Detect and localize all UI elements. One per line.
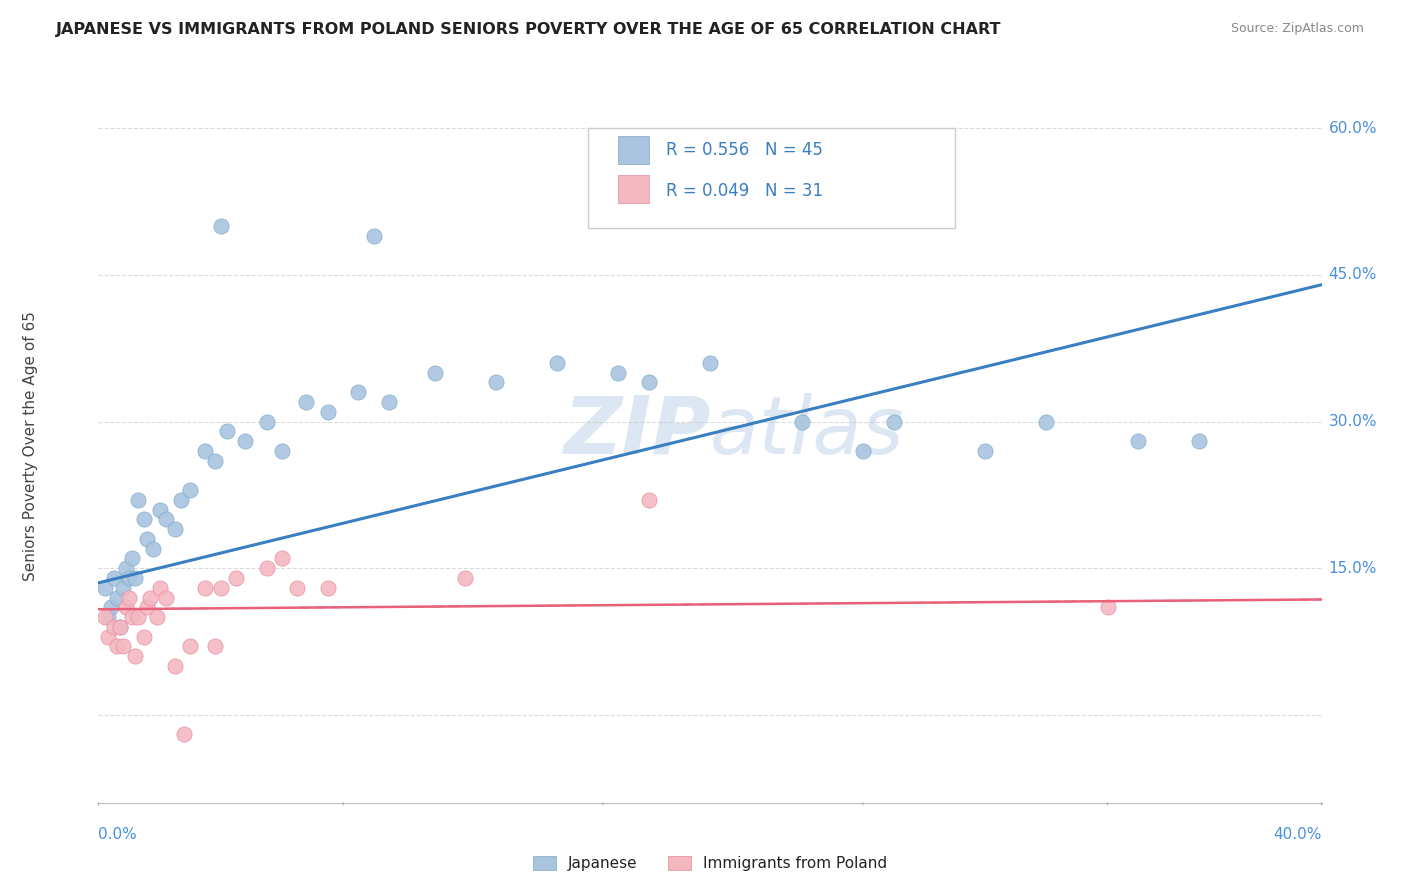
Text: R = 0.556   N = 45: R = 0.556 N = 45 — [666, 141, 823, 159]
Point — [209, 219, 232, 233]
Point — [118, 571, 141, 585]
Point — [103, 620, 125, 634]
Point — [225, 571, 247, 585]
Point — [163, 522, 186, 536]
Point — [108, 620, 131, 634]
Point — [124, 649, 146, 664]
Point — [145, 610, 167, 624]
Point — [115, 600, 138, 615]
Point — [637, 376, 661, 390]
Point — [194, 581, 217, 595]
Point — [270, 443, 292, 458]
Point — [124, 571, 146, 585]
Point — [485, 376, 508, 390]
Point — [215, 425, 238, 439]
Point — [121, 610, 143, 624]
Point — [134, 630, 156, 644]
Point — [149, 581, 172, 595]
Point — [295, 395, 318, 409]
Point — [139, 591, 162, 605]
Point — [790, 415, 813, 429]
Point — [97, 610, 120, 624]
Point — [118, 591, 141, 605]
Point — [93, 581, 115, 595]
Point — [363, 228, 385, 243]
Point — [347, 385, 370, 400]
Point — [179, 483, 201, 497]
Legend: Japanese, Immigrants from Poland: Japanese, Immigrants from Poland — [527, 850, 893, 877]
Point — [637, 492, 661, 507]
Point — [546, 356, 568, 370]
Point — [256, 561, 278, 575]
Point — [1097, 600, 1119, 615]
Point — [170, 492, 193, 507]
Point — [136, 532, 159, 546]
Text: 15.0%: 15.0% — [1329, 561, 1376, 575]
Point — [204, 453, 226, 467]
Point — [115, 561, 138, 575]
Point — [97, 630, 120, 644]
Point — [179, 640, 201, 654]
Point — [454, 571, 477, 585]
Text: JAPANESE VS IMMIGRANTS FROM POLAND SENIORS POVERTY OVER THE AGE OF 65 CORRELATIO: JAPANESE VS IMMIGRANTS FROM POLAND SENIO… — [56, 22, 1001, 37]
Point — [134, 512, 156, 526]
Point — [209, 581, 232, 595]
Point — [883, 415, 905, 429]
Point — [108, 620, 131, 634]
Text: atlas: atlas — [710, 392, 905, 471]
Point — [163, 659, 186, 673]
Text: 40.0%: 40.0% — [1274, 827, 1322, 841]
Point — [100, 600, 122, 615]
Point — [149, 502, 172, 516]
Point — [173, 727, 195, 741]
Point — [204, 640, 226, 654]
Point — [111, 581, 134, 595]
Point — [378, 395, 401, 409]
Point — [136, 600, 159, 615]
Text: 60.0%: 60.0% — [1329, 120, 1376, 136]
Point — [316, 405, 339, 419]
Point — [194, 443, 217, 458]
Point — [270, 551, 292, 566]
Text: 0.0%: 0.0% — [98, 827, 138, 841]
Point — [607, 366, 630, 380]
Point — [142, 541, 165, 556]
Point — [1035, 415, 1057, 429]
FancyBboxPatch shape — [619, 136, 648, 164]
Point — [111, 640, 134, 654]
Point — [103, 571, 125, 585]
Point — [155, 512, 177, 526]
Point — [974, 443, 997, 458]
Point — [121, 551, 143, 566]
Text: 45.0%: 45.0% — [1329, 268, 1376, 283]
Text: Seniors Poverty Over the Age of 65: Seniors Poverty Over the Age of 65 — [24, 311, 38, 581]
Point — [1128, 434, 1150, 449]
Point — [852, 443, 875, 458]
Text: R = 0.049   N = 31: R = 0.049 N = 31 — [666, 182, 823, 200]
Point — [93, 610, 115, 624]
Point — [699, 356, 721, 370]
FancyBboxPatch shape — [619, 175, 648, 203]
Point — [105, 591, 128, 605]
Point — [256, 415, 278, 429]
Point — [105, 640, 128, 654]
Point — [1188, 434, 1211, 449]
Point — [233, 434, 256, 449]
Point — [127, 610, 149, 624]
Point — [127, 492, 149, 507]
Text: ZIP: ZIP — [562, 392, 710, 471]
Point — [316, 581, 339, 595]
Point — [423, 366, 446, 380]
FancyBboxPatch shape — [588, 128, 955, 228]
Point — [285, 581, 308, 595]
Text: 30.0%: 30.0% — [1329, 414, 1376, 429]
Point — [155, 591, 177, 605]
Text: Source: ZipAtlas.com: Source: ZipAtlas.com — [1230, 22, 1364, 36]
